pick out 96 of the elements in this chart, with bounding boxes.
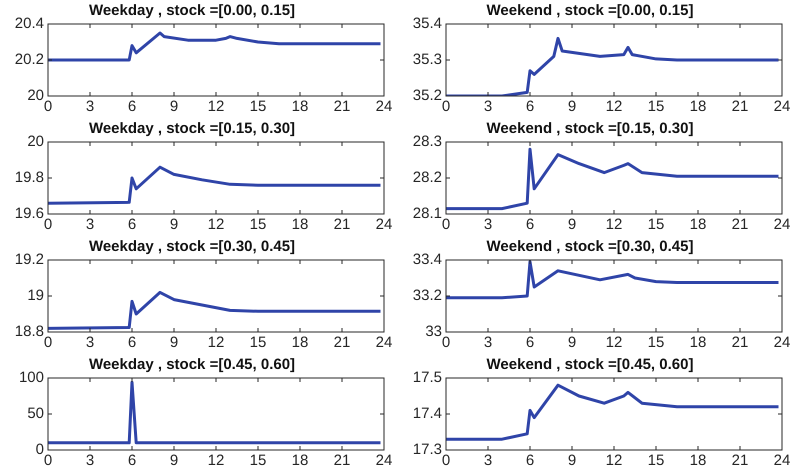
x-tick-label: 15 <box>648 98 664 116</box>
x-tick-label: 15 <box>648 452 664 470</box>
x-tick-label: 12 <box>208 452 224 470</box>
y-tick-label: 20 <box>27 87 44 104</box>
x-tick-label: 15 <box>648 216 664 234</box>
x-tick-label: 21 <box>732 334 748 352</box>
y-tick-label: 18.8 <box>14 323 44 340</box>
chart-title: Weekend , stock =[0.30, 0.45] <box>486 238 694 256</box>
x-tick-label: 24 <box>774 334 790 352</box>
x-tick-label: 12 <box>208 216 224 234</box>
x-tick-label: 24 <box>774 216 790 234</box>
x-tick-label: 24 <box>376 452 392 470</box>
x-tick-label: 9 <box>568 452 576 470</box>
chart-title: Weekday , stock =[0.15, 0.30] <box>88 120 296 138</box>
y-tick-label: 17.4 <box>412 405 442 422</box>
y-tick-label: 0 <box>36 441 44 458</box>
y-tick-label: 28.2 <box>412 169 442 186</box>
x-tick-label: 3 <box>86 334 94 352</box>
y-tick-label: 20 <box>27 133 44 150</box>
y-tick-label: 20.2 <box>14 51 44 68</box>
y-tick-label: 33.2 <box>412 287 442 304</box>
x-tick-label: 6 <box>128 98 136 116</box>
x-tick-label: 15 <box>250 334 266 352</box>
y-tick-label: 28.3 <box>412 133 442 150</box>
y-tick-label: 35.4 <box>412 15 442 32</box>
x-tick-label: 24 <box>376 216 392 234</box>
y-tick-label: 33 <box>425 323 442 340</box>
chart-title: Weekday , stock =[0.30, 0.45] <box>88 238 296 256</box>
x-tick-label: 6 <box>128 216 136 234</box>
chart-title: Weekday , stock =[0.00, 0.15] <box>88 2 296 20</box>
x-tick-label: 21 <box>732 216 748 234</box>
x-tick-label: 9 <box>170 216 178 234</box>
x-tick-label: 12 <box>606 216 622 234</box>
x-tick-label: 9 <box>170 334 178 352</box>
x-tick-label: 6 <box>526 334 534 352</box>
y-tick-label: 19.8 <box>14 169 44 186</box>
y-tick-label: 28.1 <box>412 205 442 222</box>
y-tick-label: 17.3 <box>412 441 442 458</box>
chart-title: Weekday , stock =[0.45, 0.60] <box>88 356 296 374</box>
x-tick-label: 24 <box>774 98 790 116</box>
y-tick-label: 33.4 <box>412 251 442 268</box>
y-tick-label: 35.3 <box>412 51 442 68</box>
x-tick-label: 3 <box>484 452 492 470</box>
x-tick-label: 21 <box>334 98 350 116</box>
y-tick-label: 100 <box>18 369 44 386</box>
x-tick-label: 18 <box>690 98 706 116</box>
x-tick-label: 24 <box>376 334 392 352</box>
x-tick-label: 6 <box>128 452 136 470</box>
x-tick-label: 3 <box>86 216 94 234</box>
x-tick-label: 9 <box>170 452 178 470</box>
x-tick-label: 24 <box>774 452 790 470</box>
x-tick-label: 15 <box>648 334 664 352</box>
x-tick-label: 12 <box>606 334 622 352</box>
x-tick-label: 3 <box>86 452 94 470</box>
x-tick-label: 3 <box>484 334 492 352</box>
x-tick-label: 9 <box>568 216 576 234</box>
x-tick-label: 6 <box>526 216 534 234</box>
x-tick-label: 12 <box>606 452 622 470</box>
x-tick-label: 12 <box>606 98 622 116</box>
x-tick-label: 18 <box>690 216 706 234</box>
x-tick-label: 21 <box>334 452 350 470</box>
x-tick-label: 15 <box>250 216 266 234</box>
x-tick-label: 6 <box>526 452 534 470</box>
x-tick-label: 18 <box>292 216 308 234</box>
x-tick-label: 9 <box>568 334 576 352</box>
x-tick-label: 9 <box>568 98 576 116</box>
chart-title: Weekend , stock =[0.45, 0.60] <box>486 356 694 374</box>
x-tick-label: 3 <box>86 98 94 116</box>
y-tick-label: 35.2 <box>412 87 442 104</box>
chart-title: Weekend , stock =[0.00, 0.15] <box>486 2 694 20</box>
x-tick-label: 15 <box>250 452 266 470</box>
x-tick-label: 24 <box>376 98 392 116</box>
x-tick-label: 9 <box>170 98 178 116</box>
x-tick-label: 6 <box>526 98 534 116</box>
y-tick-label: 19.6 <box>14 205 44 222</box>
y-tick-label: 17.5 <box>412 369 442 386</box>
x-tick-label: 21 <box>334 216 350 234</box>
y-tick-label: 19 <box>27 287 44 304</box>
x-tick-label: 21 <box>732 452 748 470</box>
x-tick-label: 3 <box>484 216 492 234</box>
y-tick-label: 50 <box>27 405 44 422</box>
x-tick-label: 18 <box>292 334 308 352</box>
x-tick-label: 12 <box>208 98 224 116</box>
x-tick-label: 18 <box>690 452 706 470</box>
x-tick-label: 15 <box>250 98 266 116</box>
x-tick-label: 21 <box>334 334 350 352</box>
x-tick-label: 21 <box>732 98 748 116</box>
y-tick-label: 20.4 <box>14 15 44 32</box>
x-tick-label: 18 <box>292 452 308 470</box>
chart-title: Weekend , stock =[0.15, 0.30] <box>486 120 694 138</box>
x-tick-label: 12 <box>208 334 224 352</box>
x-tick-label: 6 <box>128 334 136 352</box>
x-tick-label: 3 <box>484 98 492 116</box>
x-tick-label: 18 <box>690 334 706 352</box>
y-tick-label: 19.2 <box>14 251 44 268</box>
x-tick-label: 18 <box>292 98 308 116</box>
